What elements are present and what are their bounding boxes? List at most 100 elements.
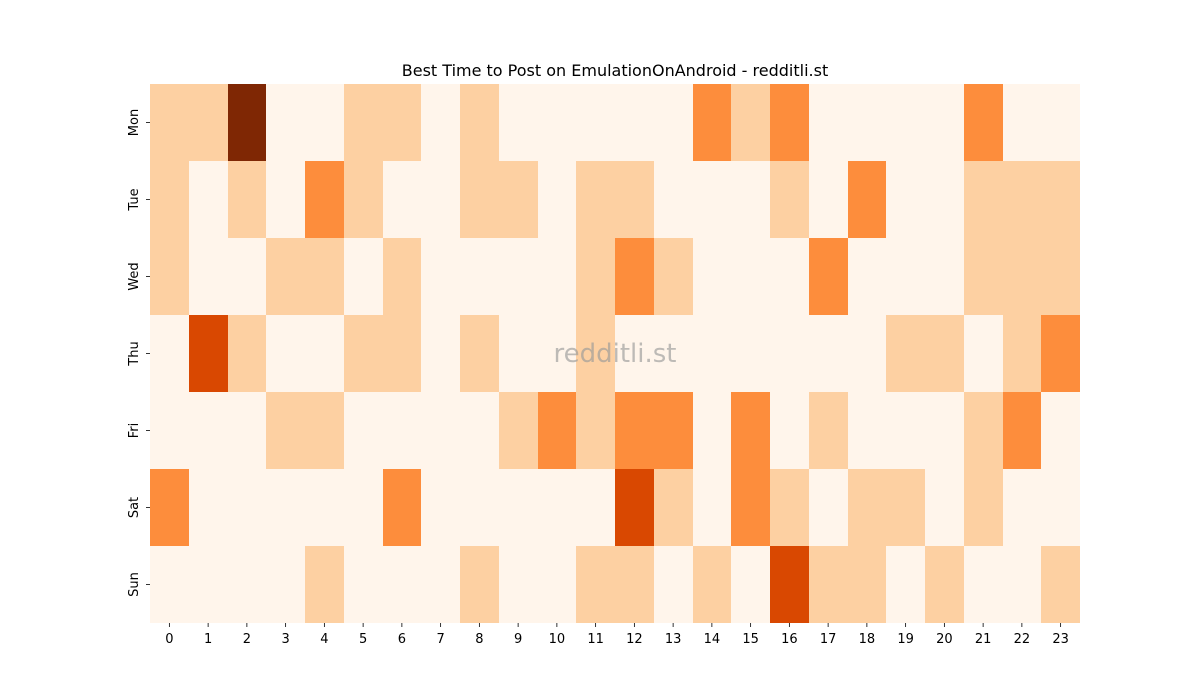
heatmap-cell xyxy=(150,315,189,392)
heatmap-cell xyxy=(266,238,305,315)
heatmap-cell xyxy=(654,315,693,392)
heatmap-cell xyxy=(925,469,964,546)
heatmap-cell xyxy=(693,546,731,623)
heatmap-cell xyxy=(770,238,809,315)
heatmap-cell xyxy=(693,161,731,238)
heatmap-cell xyxy=(770,392,809,469)
heatmap-cell xyxy=(150,84,189,161)
x-tick-label: 11 xyxy=(587,632,604,647)
heatmap-cell xyxy=(538,238,576,315)
x-tick-label: 20 xyxy=(936,632,953,647)
heatmap-cell xyxy=(538,315,576,392)
heatmap-cell xyxy=(693,392,731,469)
y-tick-label: Sun xyxy=(127,572,142,597)
heatmap-cell xyxy=(576,392,615,469)
heatmap-cell xyxy=(344,392,383,469)
y-tick-label: Mon xyxy=(127,109,142,136)
heatmap-cell xyxy=(925,161,964,238)
heatmap-cell xyxy=(848,84,886,161)
heatmap-cell xyxy=(576,161,615,238)
heatmap-cell xyxy=(1003,161,1041,238)
heatmap-cell xyxy=(421,84,460,161)
heatmap-cell xyxy=(925,546,964,623)
heatmap-cell xyxy=(809,161,848,238)
heatmap-cell xyxy=(731,469,770,546)
heatmap-cell xyxy=(538,469,576,546)
heatmap-cell xyxy=(964,546,1003,623)
heatmap-cell xyxy=(266,84,305,161)
heatmap-cell xyxy=(731,392,770,469)
heatmap-cell xyxy=(383,161,421,238)
heatmap-cell xyxy=(189,161,228,238)
heatmap-cell xyxy=(964,392,1003,469)
heatmap-cell xyxy=(615,392,654,469)
heatmap-cell xyxy=(848,315,886,392)
x-tick-label: 10 xyxy=(549,632,566,647)
heatmap-cell xyxy=(305,315,344,392)
heatmap-cell xyxy=(1041,546,1080,623)
heatmap-cell xyxy=(731,161,770,238)
heatmap-cell xyxy=(693,315,731,392)
heatmap-cell xyxy=(925,392,964,469)
heatmap-cell xyxy=(848,161,886,238)
heatmap-cell xyxy=(615,546,654,623)
heatmap-cell xyxy=(344,469,383,546)
heatmap-cell xyxy=(576,238,615,315)
heatmap-cell xyxy=(576,315,615,392)
x-tick-label: 21 xyxy=(975,632,992,647)
x-tick-label: 8 xyxy=(475,632,483,647)
heatmap-cell xyxy=(615,161,654,238)
heatmap-cell xyxy=(344,546,383,623)
x-tick-label: 22 xyxy=(1014,632,1031,647)
heatmap-cell xyxy=(499,238,538,315)
heatmap-cell xyxy=(228,315,266,392)
heatmap-cell xyxy=(421,161,460,238)
heatmap-cell xyxy=(1003,546,1041,623)
y-tick-label: Wed xyxy=(127,262,142,290)
heatmap-cell xyxy=(886,315,925,392)
heatmap-cell xyxy=(615,315,654,392)
heatmap-cell xyxy=(964,238,1003,315)
heatmap-cell xyxy=(731,84,770,161)
x-tick-label: 12 xyxy=(626,632,643,647)
heatmap-cell xyxy=(848,392,886,469)
heatmap-cell xyxy=(576,469,615,546)
heatmap-cell xyxy=(499,315,538,392)
x-tick-label: 3 xyxy=(281,632,289,647)
heatmap-cell xyxy=(383,546,421,623)
heatmap-cell xyxy=(460,469,499,546)
heatmap-cell xyxy=(460,84,499,161)
heatmap-cell xyxy=(886,238,925,315)
heatmap-cell xyxy=(886,84,925,161)
heatmap-cell xyxy=(189,469,228,546)
heatmap-cell xyxy=(576,84,615,161)
heatmap-cell xyxy=(538,161,576,238)
heatmap-cell xyxy=(925,238,964,315)
heatmap-cell xyxy=(809,84,848,161)
heatmap-cell xyxy=(150,161,189,238)
watermark: redditli.st xyxy=(554,339,677,369)
heatmap-cell xyxy=(150,546,189,623)
y-axis: Mon Tue Wed Thu Fri Sat Sun xyxy=(127,109,150,597)
x-tick-label: 1 xyxy=(204,632,212,647)
heatmap-cell xyxy=(770,315,809,392)
heatmap-cell xyxy=(770,546,809,623)
heatmap-cell xyxy=(770,161,809,238)
heatmap-cell xyxy=(383,392,421,469)
heatmap-cell xyxy=(228,469,266,546)
heatmap-cell xyxy=(693,469,731,546)
heatmap-cell xyxy=(499,161,538,238)
chart-title: Best Time to Post on EmulationOnAndroid … xyxy=(402,61,828,80)
y-tick-label: Sat xyxy=(127,497,142,518)
heatmap-cell xyxy=(615,469,654,546)
x-tick-label: 18 xyxy=(859,632,876,647)
heatmap-cell xyxy=(228,392,266,469)
heatmap-cell xyxy=(266,315,305,392)
heatmap-cell xyxy=(460,161,499,238)
x-tick-label: 7 xyxy=(436,632,444,647)
heatmap-cell xyxy=(576,546,615,623)
heatmap-cell xyxy=(925,84,964,161)
heatmap-cell xyxy=(228,161,266,238)
x-tick-label: 5 xyxy=(359,632,367,647)
heatmap-cell xyxy=(266,392,305,469)
